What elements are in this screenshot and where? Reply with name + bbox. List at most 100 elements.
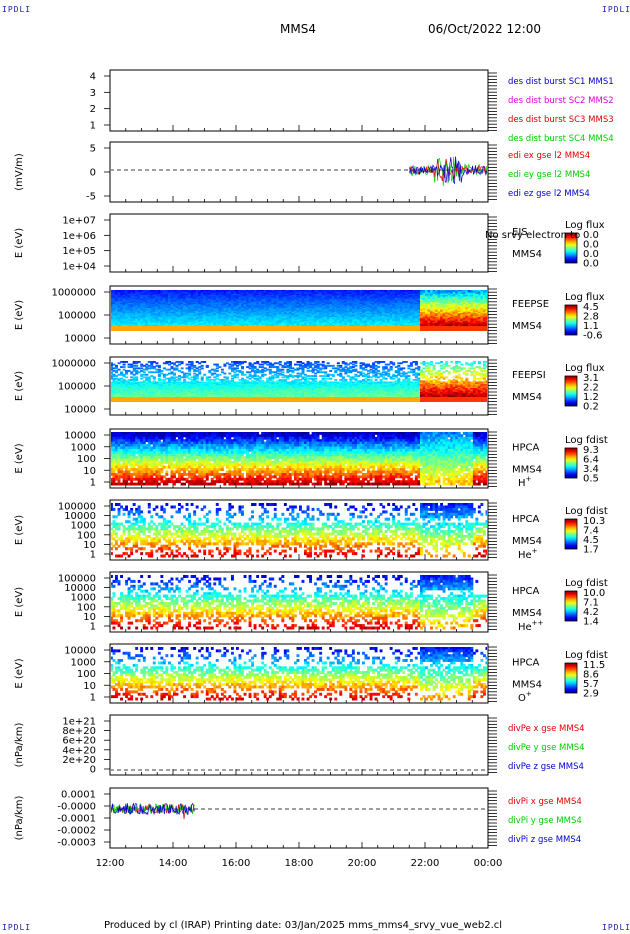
spectrogram-cell bbox=[218, 309, 222, 312]
spectrogram-cell bbox=[231, 306, 234, 309]
spectrogram-cell bbox=[477, 309, 481, 312]
spectrogram-cell bbox=[475, 297, 479, 300]
spectrogram-cell bbox=[263, 319, 267, 322]
spectrogram-cell bbox=[377, 315, 381, 318]
spectrogram-cell bbox=[120, 297, 124, 300]
spectrogram-cell bbox=[188, 306, 192, 309]
spectrogram-cell bbox=[271, 292, 275, 295]
spectrogram-cell bbox=[155, 313, 159, 315]
spectrogram-cell bbox=[208, 323, 212, 326]
spectrogram-cell bbox=[132, 308, 136, 310]
spectrogram-cell bbox=[223, 290, 227, 292]
spectrogram-cell bbox=[412, 295, 416, 297]
spectrogram-cell bbox=[341, 292, 345, 295]
spectrogram-cell bbox=[372, 313, 376, 315]
spectrogram-cell bbox=[447, 315, 451, 318]
spectrogram-cell bbox=[122, 363, 126, 366]
spectrogram-cell bbox=[170, 296, 174, 299]
spectrogram-cell bbox=[193, 292, 197, 295]
spectrogram-cell bbox=[387, 323, 391, 326]
spectrogram-cell bbox=[316, 304, 320, 306]
spectrogram-cell bbox=[195, 309, 199, 312]
spectrogram-cell bbox=[155, 326, 159, 331]
spectrogram-cell bbox=[251, 314, 255, 317]
spectrogram-cell bbox=[188, 291, 192, 294]
spectrogram-cell bbox=[485, 302, 487, 305]
spectrogram-cell bbox=[364, 315, 368, 318]
spectrogram-cell bbox=[346, 311, 350, 314]
spectrogram-cell bbox=[115, 317, 118, 319]
spectrogram-cell bbox=[339, 315, 343, 318]
spectrogram-cell bbox=[223, 310, 227, 313]
spectrogram-cell bbox=[462, 302, 466, 305]
spectrogram-cell bbox=[233, 322, 237, 324]
spectrogram-cell bbox=[125, 311, 129, 314]
spectrogram-cell bbox=[195, 305, 199, 308]
spectrogram-cell bbox=[455, 311, 459, 314]
spectrogram-cell bbox=[319, 320, 323, 323]
spectrogram-cell bbox=[304, 308, 307, 310]
spectrogram-cell bbox=[266, 299, 270, 301]
spectrogram-cell bbox=[236, 290, 239, 292]
spectrogram-cell bbox=[377, 293, 381, 296]
spectrogram-cell bbox=[427, 308, 431, 310]
spectrogram-cell bbox=[326, 314, 330, 317]
spectrogram-cell bbox=[276, 301, 280, 304]
spectrogram-cell bbox=[377, 320, 381, 323]
spectrogram-cell bbox=[399, 300, 403, 303]
spectrogram-cell bbox=[271, 293, 275, 296]
spectrogram-cell bbox=[402, 302, 406, 305]
spectrogram-cell bbox=[379, 311, 383, 314]
spectrogram-cell bbox=[362, 326, 365, 331]
spectrogram-cell bbox=[399, 296, 403, 299]
spectrogram-cell bbox=[173, 292, 176, 295]
spectrogram-cell bbox=[122, 297, 126, 300]
y-axis-label: E (eV) bbox=[14, 228, 25, 258]
spectrogram-cell bbox=[120, 372, 124, 375]
spectrogram-cell bbox=[145, 291, 149, 294]
spectrogram-cell bbox=[281, 296, 285, 299]
spectrogram-cell bbox=[294, 305, 297, 308]
spectrogram-cell bbox=[218, 305, 222, 308]
spectrogram-cell bbox=[314, 291, 318, 294]
spectrogram-cell bbox=[462, 309, 466, 312]
spectrogram-cell bbox=[362, 297, 365, 300]
spectrogram-cell bbox=[394, 308, 398, 310]
spectrogram-cell bbox=[288, 326, 292, 331]
spectrogram-cell bbox=[117, 388, 121, 390]
spectrogram-cell bbox=[362, 304, 365, 306]
spectrogram-cell bbox=[193, 297, 197, 300]
spectrogram-cell bbox=[294, 326, 297, 331]
spectrogram-cell bbox=[195, 302, 199, 305]
spectrogram-cell bbox=[299, 296, 302, 299]
spectrogram-cell bbox=[160, 300, 164, 303]
spectrogram-cell bbox=[117, 309, 121, 312]
spectrogram-cell bbox=[238, 305, 242, 308]
spectrogram-cell bbox=[180, 313, 184, 315]
spectrogram-cell bbox=[125, 302, 129, 305]
spectrogram-cell bbox=[150, 314, 154, 317]
spectrogram-cell bbox=[314, 326, 318, 331]
spectrogram-cell bbox=[276, 320, 280, 323]
spectrogram-cell bbox=[422, 305, 426, 308]
spectrogram-cell bbox=[374, 304, 378, 306]
spectrogram-cell bbox=[142, 320, 146, 323]
spectrogram-cell bbox=[273, 322, 277, 324]
spectrogram-cell bbox=[349, 297, 353, 300]
spectrogram-cell bbox=[357, 304, 360, 306]
spectrogram-cell bbox=[220, 320, 224, 323]
spectrogram-cell bbox=[236, 310, 239, 313]
spectrogram-cell bbox=[425, 317, 428, 319]
spectrogram-cell bbox=[137, 390, 141, 393]
spectrogram-cell bbox=[193, 296, 197, 299]
spectrogram-cell bbox=[200, 323, 204, 326]
spectrogram-cell bbox=[477, 301, 481, 304]
spectrogram-cell bbox=[372, 292, 376, 295]
spectrogram-cell bbox=[457, 323, 461, 326]
corner-mark-bottom-right: IPDLI bbox=[602, 923, 630, 932]
spectrogram-cell bbox=[178, 308, 181, 310]
spectrogram-cell bbox=[288, 320, 292, 323]
spectrogram-cell bbox=[132, 320, 136, 323]
spectrogram-cell bbox=[115, 367, 118, 370]
spectrogram-cell bbox=[178, 300, 181, 303]
